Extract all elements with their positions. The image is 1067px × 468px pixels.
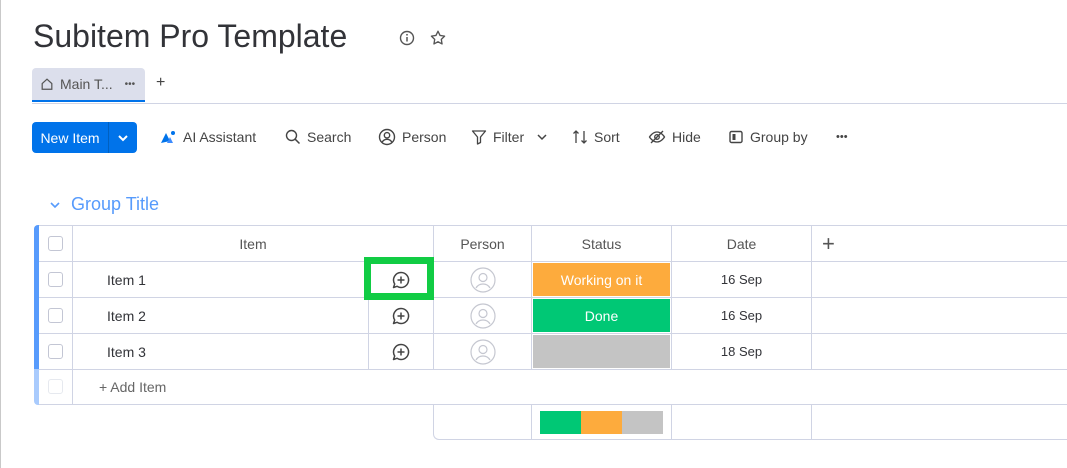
group-by-label: Group by (750, 129, 808, 145)
tab-more-button[interactable]: ••• (124, 78, 136, 90)
filter-icon (471, 130, 487, 145)
summary-row (433, 405, 1067, 440)
row-checkbox[interactable] (48, 344, 63, 359)
person-cell[interactable] (434, 298, 532, 334)
column-header-item[interactable]: Item (73, 226, 434, 262)
highlight-box (364, 257, 434, 300)
status-label[interactable]: Done (533, 299, 670, 332)
select-all-checkbox[interactable] (48, 236, 63, 251)
table-row (39, 262, 73, 298)
ai-assistant-button[interactable]: AI Assistant (159, 122, 256, 152)
column-header-person[interactable]: Person (434, 226, 532, 262)
empty-cell (812, 262, 1067, 298)
column-header-date[interactable]: Date (672, 226, 812, 262)
person-filter-button[interactable]: Person (378, 122, 446, 152)
ai-icon (161, 131, 175, 143)
row-checkbox[interactable] (48, 272, 63, 287)
add-tab-button[interactable]: + (156, 74, 166, 91)
group-header[interactable]: Group Title (49, 194, 159, 215)
status-cell[interactable]: Working on it (532, 262, 672, 298)
item-name[interactable]: Item 1 (73, 262, 369, 298)
chat-plus-icon (392, 307, 410, 324)
filter-label: Filter (493, 129, 525, 145)
empty-cell (812, 334, 1067, 370)
sort-icon (573, 130, 587, 144)
status-label[interactable] (533, 335, 670, 368)
empty-cell (812, 298, 1067, 334)
search-button[interactable]: Search (285, 122, 351, 152)
add-item-input[interactable]: + Add Item (73, 369, 1067, 405)
sort-label: Sort (594, 129, 620, 145)
filter-button[interactable]: Filter (471, 122, 548, 152)
new-item-label[interactable]: New Item (32, 122, 109, 153)
table-row (39, 334, 73, 370)
tab-underline (32, 100, 145, 102)
status-label[interactable]: Working on it (533, 263, 670, 296)
item-name[interactable]: Item 3 (73, 334, 369, 370)
chevron-down-icon[interactable] (536, 133, 548, 141)
person-icon (378, 128, 396, 146)
status-summary-bar[interactable] (540, 411, 663, 434)
status-summary-segment (540, 411, 581, 434)
table-top-border (39, 225, 1067, 226)
search-icon (285, 129, 301, 145)
ai-assistant-label: AI Assistant (183, 129, 257, 145)
table-row (39, 298, 73, 334)
search-label: Search (307, 129, 352, 145)
info-icon[interactable] (399, 30, 415, 46)
new-item-dropdown[interactable] (109, 122, 137, 153)
date-cell[interactable]: 16 Sep (672, 262, 812, 298)
tab-divider (32, 103, 1067, 104)
sort-button[interactable]: Sort (572, 122, 620, 152)
date-cell[interactable]: 18 Sep (672, 334, 812, 370)
tab-main-table[interactable]: Main T... ••• (32, 68, 145, 100)
star-icon[interactable] (429, 29, 447, 47)
hide-button[interactable]: Hide (648, 122, 701, 152)
add-update-button[interactable] (369, 298, 434, 334)
date-cell[interactable]: 16 Sep (672, 298, 812, 334)
chevron-down-icon (118, 134, 128, 141)
more-actions-button[interactable]: ••• (836, 131, 848, 143)
home-icon (41, 78, 53, 90)
tab-label: Main T... (60, 76, 113, 92)
chat-plus-icon (392, 271, 410, 288)
group-color-bar-add (34, 369, 39, 405)
chat-plus-icon (392, 343, 410, 360)
avatar-placeholder-icon (469, 338, 496, 365)
status-cell[interactable] (532, 334, 672, 370)
group-title[interactable]: Group Title (71, 194, 160, 214)
person-cell[interactable] (434, 334, 532, 370)
item-name[interactable]: Item 2 (73, 298, 369, 334)
chevron-down-icon[interactable] (49, 201, 61, 209)
avatar-placeholder-icon (469, 302, 496, 329)
row-checkbox[interactable] (48, 308, 63, 323)
person-label: Person (402, 129, 447, 145)
status-cell[interactable]: Done (532, 298, 672, 334)
status-summary-segment (580, 411, 622, 434)
new-item-button[interactable]: New Item (32, 122, 137, 153)
board-title: Subitem Pro Template (33, 18, 348, 54)
add-item-checkbox (48, 379, 63, 394)
hide-label: Hide (672, 129, 701, 145)
avatar-placeholder-icon (469, 266, 496, 293)
group-color-bar (34, 225, 39, 369)
group-by-button[interactable]: Group by (728, 122, 808, 152)
group-by-icon (729, 130, 743, 144)
status-summary-segment (621, 411, 663, 434)
column-header-status[interactable]: Status (532, 226, 672, 262)
add-column-button[interactable]: + (812, 226, 1067, 262)
eye-off-icon (648, 130, 666, 144)
person-cell[interactable] (434, 262, 532, 298)
add-update-button[interactable] (369, 334, 434, 370)
